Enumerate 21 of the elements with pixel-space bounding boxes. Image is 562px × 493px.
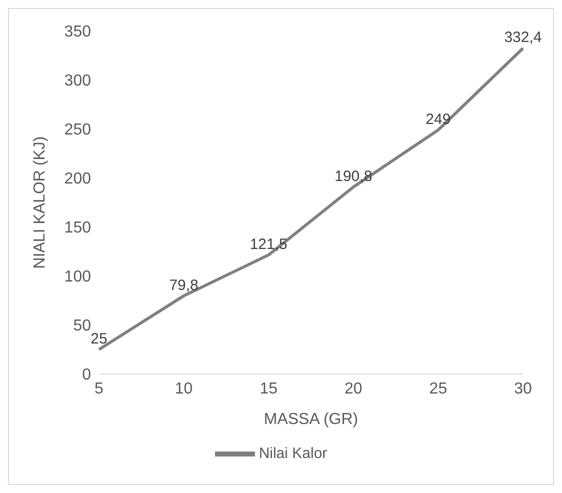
y-tick-label: 50 (73, 318, 92, 335)
x-tick-label: 10 (174, 380, 193, 398)
y-tick-label: 0 (82, 366, 92, 384)
y-axis-title: NIALI KALOR (KJ) (32, 136, 49, 269)
data-label: 249 (426, 110, 451, 128)
data-label: 25 (90, 330, 108, 348)
x-tick-label: 20 (344, 380, 362, 398)
y-tick-label: 200 (64, 170, 92, 188)
legend-label: Nilai Kalor (258, 444, 328, 462)
y-tick-label: 250 (64, 122, 92, 139)
x-tick-label: 30 (514, 380, 532, 398)
y-tick-label: 100 (64, 268, 92, 286)
x-tick-label: 25 (429, 380, 448, 398)
y-tick-label: 350 (64, 24, 92, 41)
data-label: 332,4 (504, 29, 542, 46)
x-tick-label: 15 (260, 380, 278, 398)
y-tick-label: 150 (64, 220, 92, 237)
y-tick-label: 300 (64, 72, 92, 90)
x-tick-label: 5 (94, 380, 104, 398)
data-label: 79,8 (169, 276, 198, 294)
x-axis-title: MASSA (GR) (264, 411, 358, 428)
